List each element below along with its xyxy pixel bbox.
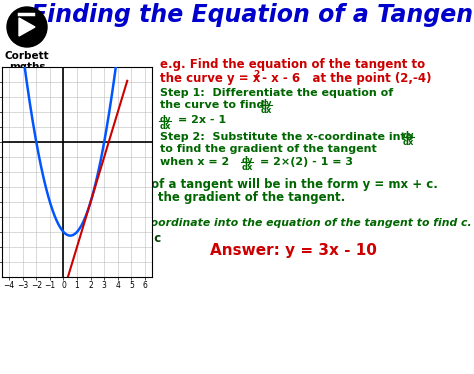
Text: the curve y = x: the curve y = x — [160, 72, 260, 85]
Text: dy: dy — [402, 131, 414, 140]
Text: Finding the Equation of a Tangent: Finding the Equation of a Tangent — [31, 3, 474, 27]
Text: c = -10: c = -10 — [68, 258, 114, 271]
Text: dx: dx — [241, 163, 253, 172]
Text: mαths: mαths — [9, 62, 45, 72]
Text: the curve to find: the curve to find — [160, 100, 268, 110]
Circle shape — [7, 7, 47, 47]
Text: to find the gradient of the tangent: to find the gradient of the tangent — [160, 144, 377, 154]
Text: dy: dy — [159, 115, 171, 124]
Text: -4 = 6 + c: -4 = 6 + c — [68, 245, 133, 258]
Text: dx: dx — [159, 122, 171, 131]
Text: Step 1:  Differentiate the equation of: Step 1: Differentiate the equation of — [160, 88, 393, 98]
Text: y = 3x + c: y = 3x + c — [70, 204, 137, 217]
Text: Corbett: Corbett — [5, 51, 49, 61]
Text: dx: dx — [260, 105, 272, 114]
Text: Replace m with the gradient of the tangent.: Replace m with the gradient of the tange… — [52, 191, 345, 204]
Text: = 2x - 1: = 2x - 1 — [178, 115, 226, 125]
Text: dx: dx — [402, 138, 414, 147]
Polygon shape — [19, 18, 35, 36]
Text: e.g. Find the equation of the tangent to: e.g. Find the equation of the tangent to — [160, 58, 425, 71]
Text: dy: dy — [260, 99, 272, 108]
Text: = 2×(2) - 1 = 3: = 2×(2) - 1 = 3 — [260, 157, 353, 167]
Text: when x = 2: when x = 2 — [160, 157, 245, 167]
Text: Step 4: Substitute the coordinate into the equation of the tangent to find c.: Step 4: Substitute the coordinate into t… — [4, 218, 472, 228]
Text: Answer: y = 3x - 10: Answer: y = 3x - 10 — [210, 243, 377, 258]
Text: Step 2:  Substitute the x-coordinate into: Step 2: Substitute the x-coordinate into — [160, 132, 413, 142]
Text: -4 = 3×(2) + c: -4 = 3×(2) + c — [68, 232, 161, 245]
Text: 2: 2 — [253, 70, 259, 79]
Text: Step 3: The equation of a tangent will be in the form y = mx + c.: Step 3: The equation of a tangent will b… — [8, 178, 438, 191]
Text: dy: dy — [241, 156, 253, 165]
Text: - x - 6   at the point (2,-4): - x - 6 at the point (2,-4) — [258, 72, 431, 85]
